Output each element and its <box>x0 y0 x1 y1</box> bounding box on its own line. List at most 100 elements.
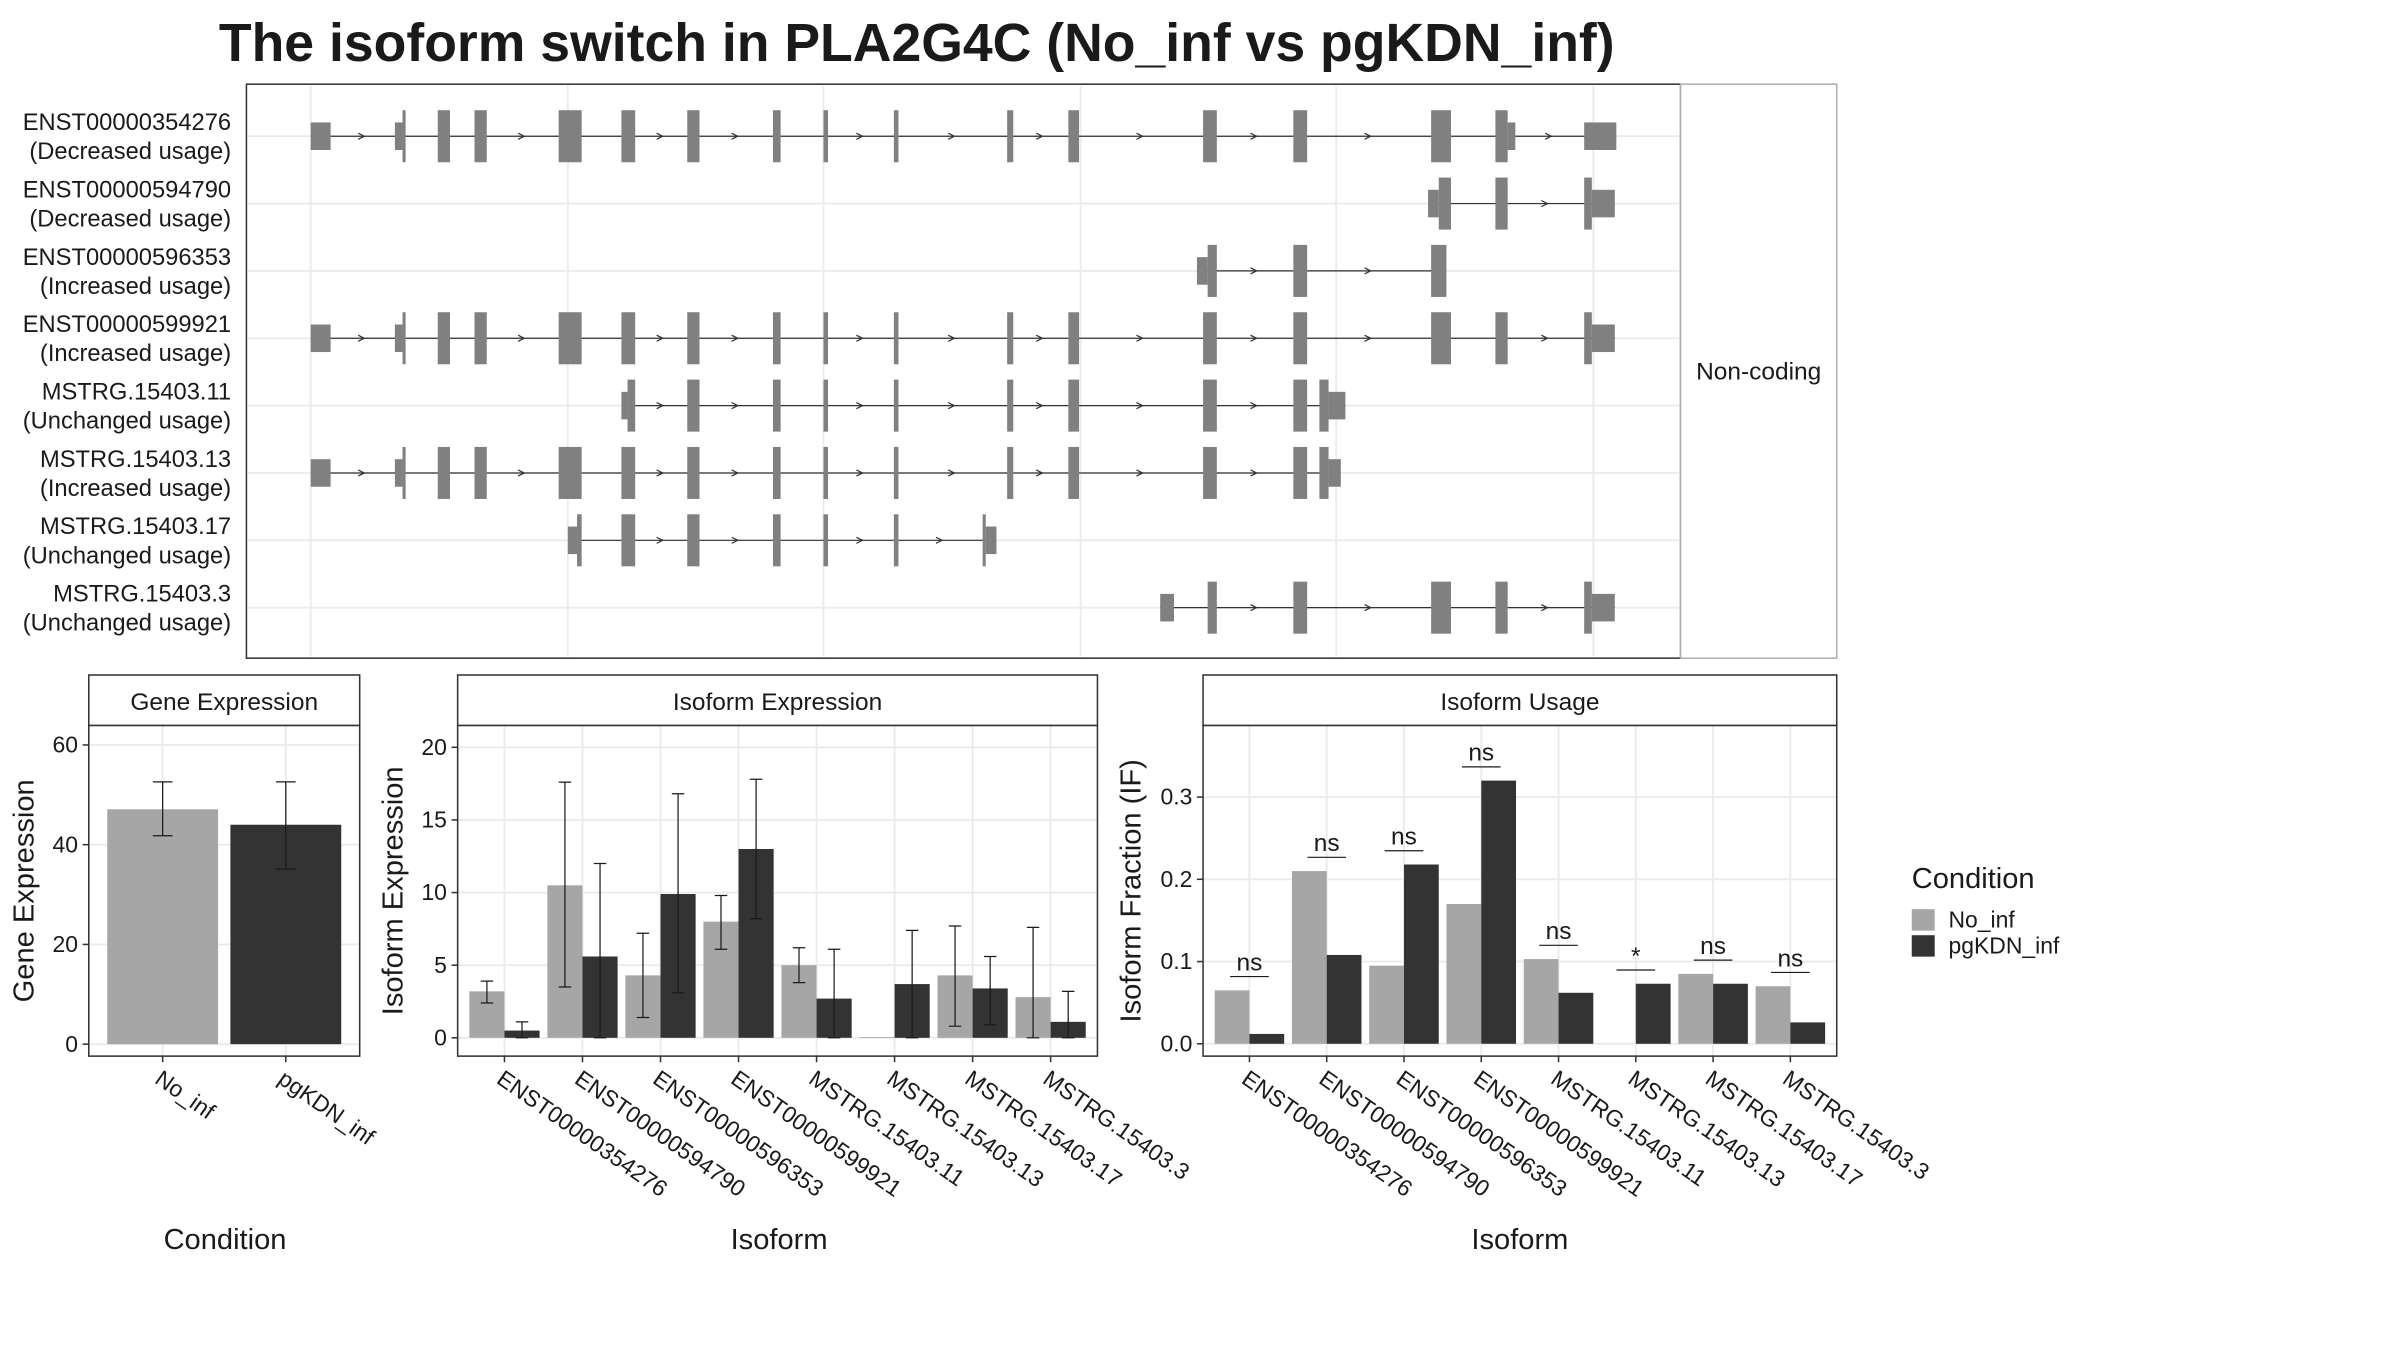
intron-arrow <box>856 469 864 477</box>
bar <box>1403 864 1439 1044</box>
intron-arrow <box>656 402 665 410</box>
exon <box>1007 379 1014 432</box>
exon <box>394 324 403 353</box>
y-tick-label: 0 <box>434 1024 447 1050</box>
transcript-name: MSTRG.15403.11 <box>42 379 231 405</box>
y-tick-label: 40 <box>53 831 79 857</box>
exon <box>621 514 636 567</box>
intron-arrow <box>517 334 526 342</box>
annotation: ns <box>1468 740 1494 767</box>
bar <box>1481 780 1517 1044</box>
exon <box>1431 244 1447 297</box>
exon <box>772 379 781 432</box>
y-tick-label: 15 <box>421 807 447 833</box>
bar <box>1523 959 1559 1044</box>
intron-arrow <box>1250 334 1259 342</box>
bar <box>859 1037 895 1038</box>
panel-strip <box>456 674 1099 727</box>
bar <box>1678 973 1714 1044</box>
annotation: ns <box>1546 918 1572 945</box>
bar <box>107 809 219 1045</box>
y-tick-label: 0.2 <box>1160 866 1192 892</box>
exon <box>772 312 781 365</box>
intron-arrow <box>856 132 864 140</box>
y-axis-title: Gene Expression <box>9 779 41 1002</box>
exon <box>621 391 628 420</box>
transcript-usage: (Increased usage) <box>40 274 231 300</box>
bar <box>1446 903 1482 1044</box>
intron-arrow <box>357 469 366 477</box>
exon <box>1438 177 1452 230</box>
intron-arrow <box>1035 334 1044 342</box>
intron-arrow <box>1364 604 1373 612</box>
intron-arrow <box>517 469 526 477</box>
error-bar <box>1026 926 1040 1039</box>
transcript-panel <box>245 83 1682 659</box>
exon <box>1584 581 1592 634</box>
transcript-strip <box>1679 83 1838 659</box>
plot-border <box>88 724 361 1057</box>
transcript-name: ENST00000594790 <box>23 177 231 203</box>
exon <box>893 312 899 365</box>
exon <box>687 312 700 365</box>
exon <box>985 526 997 555</box>
error-bar <box>275 781 296 870</box>
exon <box>437 446 450 499</box>
exon <box>1584 122 1617 150</box>
intron-arrow <box>1035 132 1044 140</box>
exon <box>1584 312 1592 365</box>
error-bar <box>948 925 962 1027</box>
annotation: ns <box>1391 824 1417 851</box>
exon <box>823 312 829 365</box>
exon <box>1319 379 1329 432</box>
error-bar <box>515 1021 529 1039</box>
intron-arrow <box>1250 469 1259 477</box>
y-axis-title: Isoform Expression <box>378 766 410 1015</box>
bar <box>1291 871 1327 1044</box>
intron-arrow <box>1136 334 1144 342</box>
intron-arrow <box>656 469 665 477</box>
intron-arrow <box>1364 334 1373 342</box>
y-tick-label: 5 <box>434 952 447 978</box>
error-bar <box>671 793 685 994</box>
bar <box>1249 1033 1285 1044</box>
exon <box>893 446 899 499</box>
exon <box>1068 110 1080 163</box>
exon <box>823 446 829 499</box>
exon <box>437 110 450 163</box>
bar <box>1214 990 1250 1044</box>
intron-arrow <box>1544 132 1553 140</box>
exon <box>621 446 636 499</box>
transcript-name: ENST00000599921 <box>23 312 231 338</box>
transcript-name: ENST00000354276 <box>23 110 231 136</box>
intron-arrow <box>1541 199 1549 208</box>
intron-arrow <box>731 536 740 544</box>
y-tick-label: 60 <box>53 732 79 758</box>
y-tick-label: 20 <box>421 734 447 760</box>
y-axis-title: Isoform Fraction (IF) <box>1115 759 1147 1022</box>
error-bar <box>152 781 173 837</box>
exon <box>627 379 636 432</box>
panel-title: Isoform Usage <box>1440 689 1599 716</box>
x-tick-label: pgKDN_inf <box>274 1065 380 1150</box>
exon <box>893 110 899 163</box>
intron-arrow <box>1541 334 1549 342</box>
intron-arrow <box>856 536 864 544</box>
intron-arrow <box>947 469 956 477</box>
exon <box>558 110 582 163</box>
intron-arrow <box>947 132 956 140</box>
intron-arrow <box>1250 267 1259 275</box>
strip-label: Non-coding <box>1696 359 1821 386</box>
exon <box>558 446 582 499</box>
exon <box>310 324 331 353</box>
exon <box>1293 446 1308 499</box>
error-bar <box>480 980 494 1004</box>
exon <box>687 379 700 432</box>
intron-arrow <box>1136 132 1144 140</box>
intron-arrow <box>856 334 864 342</box>
exon <box>1495 312 1508 365</box>
transcript-usage: (Unchanged usage) <box>23 543 231 569</box>
intron-arrow <box>1364 132 1373 140</box>
exon <box>1203 446 1217 499</box>
